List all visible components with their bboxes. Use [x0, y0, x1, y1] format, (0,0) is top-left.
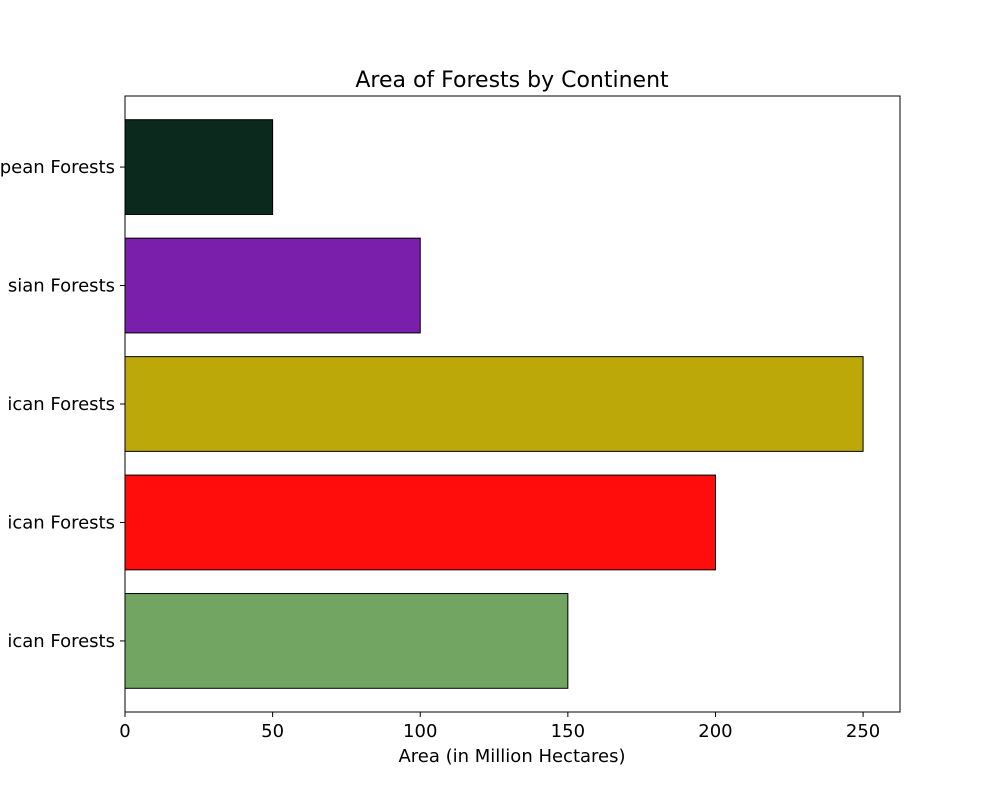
- y-tick-label-4: pean Forests: [0, 157, 115, 178]
- y-tick-label-3: sian Forests: [8, 276, 115, 297]
- plot-frame: [124, 95, 901, 713]
- x-tick-label-5: 250: [846, 721, 880, 742]
- bar-1: [124, 474, 716, 571]
- bar-0: [124, 593, 569, 689]
- x-tick-label-3: 150: [551, 721, 585, 742]
- y-axis-ticks: ican Forests ican Forests ican Forests sian…: [0, 157, 125, 652]
- bar-3: [124, 237, 421, 334]
- x-tick-label-2: 100: [403, 721, 437, 742]
- y-tick-label-1: ican Forests: [7, 512, 115, 533]
- chart-title: Area of Forests by Continent: [355, 68, 669, 93]
- x-tick-label-4: 200: [698, 721, 732, 742]
- x-tick-label-0: 0: [119, 721, 130, 742]
- y-tick-label-2: ican Forests: [7, 394, 115, 415]
- y-tick-label-0: ican Forests: [7, 631, 115, 652]
- bar-2: [124, 356, 864, 452]
- bars-layer: [124, 119, 864, 689]
- x-axis-label: Area (in Million Hectares): [398, 746, 625, 767]
- x-tick-label-1: 50: [261, 721, 284, 742]
- x-axis-ticks: 0 50 100 150 200 250: [119, 712, 880, 742]
- bar-4: [124, 119, 274, 215]
